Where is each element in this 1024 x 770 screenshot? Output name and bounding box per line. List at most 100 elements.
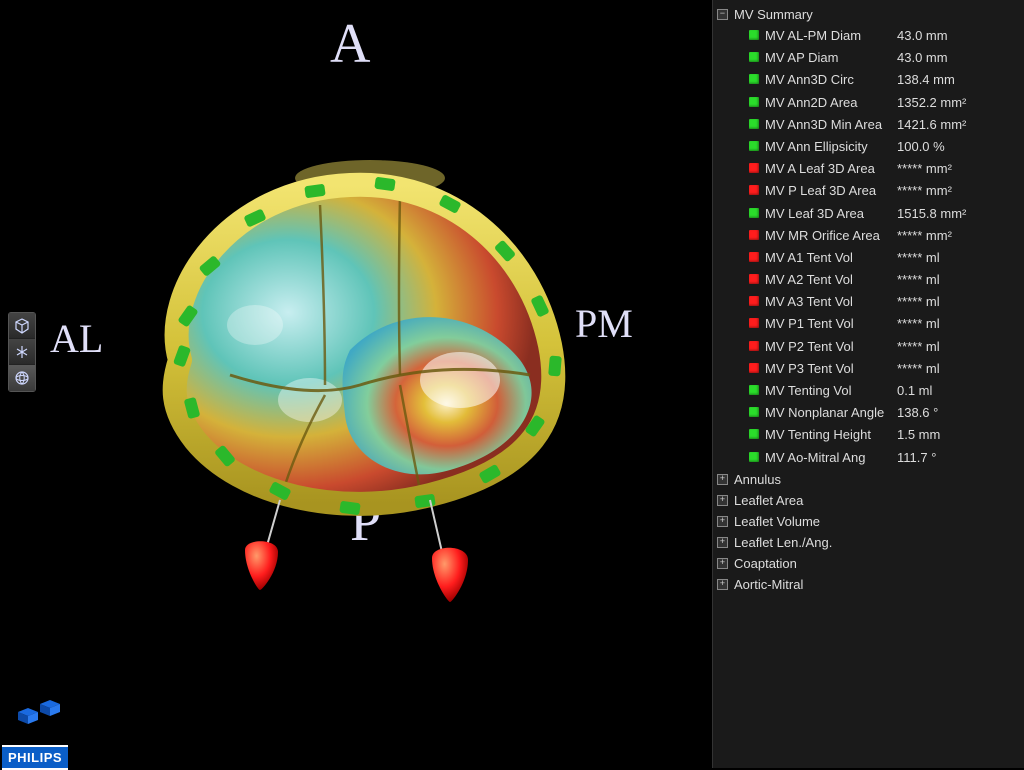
measure-row[interactable]: MV P1 Tent Vol***** ml [713, 313, 1024, 335]
measure-value: ***** mm² [897, 227, 952, 245]
measure-label: MV AL-PM Diam [765, 27, 897, 45]
measure-value: 1421.6 mm² [897, 116, 966, 134]
measure-value: 1515.8 mm² [897, 205, 966, 223]
status-indicator [749, 230, 759, 240]
measure-row[interactable]: MV Nonplanar Angle138.6 ° [713, 402, 1024, 424]
measure-label: MV P1 Tent Vol [765, 315, 897, 333]
measure-row[interactable]: MV Ann3D Circ138.4 mm [713, 69, 1024, 91]
measure-row[interactable]: MV AP Diam43.0 mm [713, 47, 1024, 69]
measure-value: ***** ml [897, 249, 940, 267]
measure-value: ***** mm² [897, 182, 952, 200]
section-leaflet-volume[interactable]: + Leaflet Volume [713, 511, 1024, 532]
measure-value: 1.5 mm [897, 426, 940, 444]
status-indicator [749, 318, 759, 328]
measure-label: MV MR Orifice Area [765, 227, 897, 245]
status-indicator [749, 119, 759, 129]
status-indicator [749, 30, 759, 40]
measure-row[interactable]: MV AL-PM Diam43.0 mm [713, 25, 1024, 47]
orient-anterolateral-label: AL [50, 315, 103, 362]
measure-value: ***** mm² [897, 160, 952, 178]
section-title: Leaflet Volume [734, 514, 820, 529]
status-indicator [749, 185, 759, 195]
viewer-toolbar [8, 312, 36, 392]
measure-label: MV A3 Tent Vol [765, 293, 897, 311]
section-title: Leaflet Area [734, 493, 803, 508]
measure-label: MV P Leaf 3D Area [765, 182, 897, 200]
measure-value: 43.0 mm [897, 49, 948, 67]
section-title: Aortic-Mitral [734, 577, 803, 592]
logo-3d-cubes-icon [12, 690, 72, 726]
measure-row[interactable]: MV Leaf 3D Area1515.8 mm² [713, 203, 1024, 225]
measure-value: ***** ml [897, 338, 940, 356]
measure-row[interactable]: MV Ann3D Min Area1421.6 mm² [713, 114, 1024, 136]
section-mv-summary[interactable]: − MV Summary [713, 4, 1024, 25]
expand-icon: + [717, 579, 728, 590]
section-aortic-mitral[interactable]: + Aortic-Mitral [713, 574, 1024, 595]
orient-anterior-label: A [330, 12, 370, 76]
view-globe-button[interactable] [9, 365, 35, 391]
measure-label: MV Leaf 3D Area [765, 205, 897, 223]
view-axis-button[interactable] [9, 339, 35, 365]
measure-row[interactable]: MV Tenting Height1.5 mm [713, 424, 1024, 446]
section-title: Leaflet Len./Ang. [734, 535, 832, 550]
status-indicator [749, 163, 759, 173]
measurement-panel[interactable]: − MV Summary MV AL-PM Diam43.0 mmMV AP D… [712, 0, 1024, 768]
measure-label: MV Ann3D Min Area [765, 116, 897, 134]
section-title: Annulus [734, 472, 781, 487]
expand-icon: + [717, 474, 728, 485]
section-leaflet-len-ang-[interactable]: + Leaflet Len./Ang. [713, 532, 1024, 553]
measure-row[interactable]: MV Ann2D Area1352.2 mm² [713, 92, 1024, 114]
status-indicator [749, 52, 759, 62]
section-annulus[interactable]: + Annulus [713, 469, 1024, 490]
measure-label: MV A1 Tent Vol [765, 249, 897, 267]
section-leaflet-area[interactable]: +Leaflet Area [713, 490, 1024, 511]
measure-label: MV Tenting Vol [765, 382, 897, 400]
measure-value: ***** ml [897, 360, 940, 378]
status-indicator [749, 385, 759, 395]
measure-label: MV AP Diam [765, 49, 897, 67]
measure-label: MV P3 Tent Vol [765, 360, 897, 378]
status-indicator [749, 341, 759, 351]
viewer-3d[interactable]: A P AL PM [0, 0, 712, 768]
measure-row[interactable]: MV A Leaf 3D Area***** mm² [713, 158, 1024, 180]
measure-row[interactable]: MV A1 Tent Vol***** ml [713, 247, 1024, 269]
measure-row[interactable]: MV Tenting Vol0.1 ml [713, 380, 1024, 402]
expand-icon: + [717, 537, 728, 548]
mitral-valve-model[interactable] [100, 150, 620, 570]
expand-icon: + [717, 516, 728, 527]
measure-label: MV A Leaf 3D Area [765, 160, 897, 178]
status-indicator [749, 274, 759, 284]
measure-value: 138.6 ° [897, 404, 938, 422]
measure-row[interactable]: MV Ao-Mitral Ang111.7 ° [713, 447, 1024, 469]
measure-label: MV Ann2D Area [765, 94, 897, 112]
expand-icon: + [717, 558, 728, 569]
status-indicator [749, 208, 759, 218]
measure-value: ***** ml [897, 315, 940, 333]
measure-value: 0.1 ml [897, 382, 932, 400]
status-indicator [749, 452, 759, 462]
measure-label: MV Nonplanar Angle [765, 404, 897, 422]
measure-row[interactable]: MV A3 Tent Vol***** ml [713, 291, 1024, 313]
section-coaptation[interactable]: + Coaptation [713, 553, 1024, 574]
view-cube-button[interactable] [9, 313, 35, 339]
status-indicator [749, 296, 759, 306]
status-indicator [749, 252, 759, 262]
measure-row[interactable]: MV P2 Tent Vol***** ml [713, 336, 1024, 358]
measure-label: MV Ao-Mitral Ang [765, 449, 897, 467]
measure-value: 1352.2 mm² [897, 94, 966, 112]
measure-row[interactable]: MV P Leaf 3D Area***** mm² [713, 180, 1024, 202]
measure-row[interactable]: MV P3 Tent Vol***** ml [713, 358, 1024, 380]
measure-row[interactable]: MV Ann Ellipsicity100.0 % [713, 136, 1024, 158]
measure-value: 111.7 ° [897, 449, 936, 467]
measure-row[interactable]: MV A2 Tent Vol***** ml [713, 269, 1024, 291]
measure-value: 138.4 mm [897, 71, 955, 89]
measure-label: MV A2 Tent Vol [765, 271, 897, 289]
collapse-icon: − [717, 9, 728, 20]
status-indicator [749, 74, 759, 84]
section-title: Coaptation [734, 556, 797, 571]
measure-value: ***** ml [897, 293, 940, 311]
measure-label: MV Ann3D Circ [765, 71, 897, 89]
measure-row[interactable]: MV MR Orifice Area***** mm² [713, 225, 1024, 247]
status-indicator [749, 97, 759, 107]
measure-label: MV Tenting Height [765, 426, 897, 444]
